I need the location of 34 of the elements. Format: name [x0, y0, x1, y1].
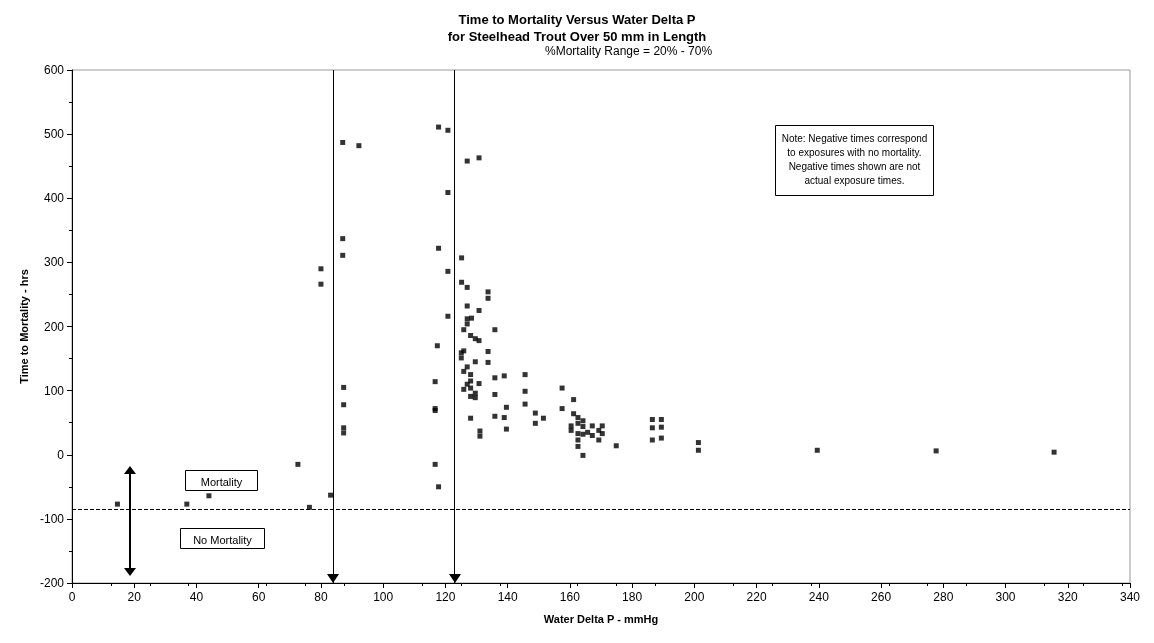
x-tick-label: 60	[252, 590, 266, 604]
x-axis-title: Water Delta P - mmHg	[543, 612, 659, 625]
x-tick-label: 100	[373, 590, 394, 604]
annotation: Note: Negative times correspond to exposures with no mortality. Negative times shown are not actual exposure times.	[781, 133, 928, 186]
x-tick-label: 120	[435, 590, 456, 604]
x-tick-label: 180	[622, 590, 643, 604]
y-tick-label: 600	[43, 63, 65, 77]
x-tick-label: 40	[189, 590, 204, 604]
x-tick-label: 140	[497, 590, 518, 604]
x-tick-label: 240	[808, 590, 830, 604]
x-tick-label: 20	[127, 590, 142, 604]
y-tick-label: -100	[39, 511, 65, 526]
x-tick-label: 220	[746, 590, 767, 604]
x-tick-label: 0	[68, 590, 76, 604]
x-tick-label: 320	[1057, 590, 1079, 604]
y-tick-label: 500	[43, 127, 65, 142]
y-tick-label: -200	[39, 576, 65, 590]
x-tick-label: 280	[933, 590, 954, 604]
annotation: No Mortality	[193, 533, 253, 546]
annotation: Mortality	[200, 475, 243, 488]
x-tick-label: 80	[314, 590, 328, 604]
y-tick-label: 400	[43, 191, 65, 206]
x-tick-label: 300	[995, 590, 1016, 604]
x-tick-label: 160	[559, 590, 581, 604]
x-tick-label: 260	[871, 590, 892, 604]
y-tick-label: 0	[57, 447, 65, 462]
y-axis-title: Time to Mortality - hrs	[17, 269, 30, 384]
x-tick-label: 340	[1119, 590, 1141, 604]
y-tick-label: 100	[43, 383, 65, 398]
y-tick-label: 300	[43, 255, 65, 270]
x-tick-label: 200	[684, 590, 705, 604]
y-tick-label: 200	[43, 319, 65, 334]
chart-subtitle: %Mortality Range = 20% - 70%	[545, 44, 713, 58]
chart-title: Time to Mortality Versus Water Delta P for Steelhead Trout Over 50 mm in Length	[447, 12, 707, 44]
